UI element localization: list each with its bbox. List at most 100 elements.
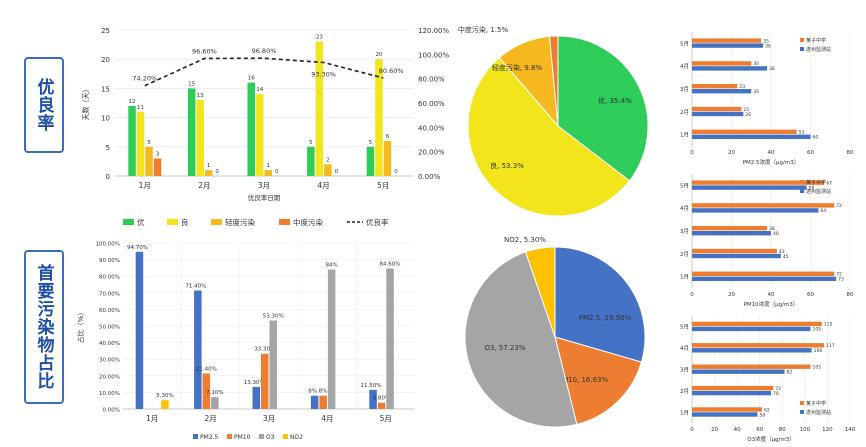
y-tick-label: 30.00% (99, 358, 120, 364)
legend-label: 某子中学 (806, 179, 826, 186)
bar-value-label: 0 (275, 169, 279, 175)
rate-value-label: 96.60% (192, 47, 217, 55)
legend-label: 优 (137, 217, 145, 227)
legend-swatch (800, 47, 804, 51)
rate-value-label: 93.30% (311, 70, 336, 78)
bar-value-label: 72 (775, 386, 781, 392)
bar-value-label: 2 (326, 157, 330, 163)
x-tick-label: 20 (711, 427, 718, 433)
rate-value-label: 96.80% (252, 47, 277, 55)
x-tick-label: 1月 (146, 414, 158, 423)
legend-label: 良 (181, 217, 189, 227)
bar (692, 134, 811, 139)
bar-value-label: 38 (769, 226, 775, 232)
legend-swatch (800, 38, 804, 42)
x-tick-label: 60 (807, 150, 814, 156)
rate-value-label: 74.20% (132, 75, 157, 83)
x-tick-label: 0 (690, 427, 694, 433)
y-tick-label: 15 (101, 85, 110, 93)
y-tick-label: 10.00% (99, 391, 120, 397)
bar (692, 407, 762, 412)
bar (366, 146, 375, 176)
bar (692, 61, 752, 66)
y-tick-label: 80.00% (99, 275, 120, 281)
y-tick-label: 4月 (680, 205, 689, 212)
x-tick-label: 40 (734, 427, 741, 433)
pie-slice-label: NO2, 5.30% (504, 236, 546, 244)
rate-value-label: 80.60% (379, 67, 404, 75)
legend-swatch (123, 219, 134, 225)
bar-value-label: 1 (267, 163, 271, 169)
bar (369, 389, 377, 409)
bar-value-label: 84% (326, 263, 338, 269)
bar-value-label: 64 (820, 208, 826, 214)
bar-value-label: 1 (207, 163, 211, 169)
bar-value-label: 40 (773, 231, 779, 237)
bar (135, 251, 144, 409)
x-tick-label: 0 (690, 292, 694, 298)
legend-swatch (800, 189, 804, 193)
legend-swatch (800, 410, 804, 414)
y2-tick-label: 60.00% (418, 100, 445, 108)
bar (187, 88, 196, 176)
y2-tick-label: 80.00% (418, 76, 445, 84)
bar-value-label: 5 (147, 140, 151, 146)
bar (307, 146, 315, 176)
bar (202, 373, 211, 409)
bar-value-label: 0 (394, 169, 398, 175)
legend-label: O3 (266, 434, 275, 441)
bar-value-label: 105 (813, 365, 822, 371)
bar (319, 395, 327, 409)
y-tick-label: 5月 (680, 182, 689, 189)
bar (194, 290, 202, 409)
y-tick-label: 40.00% (99, 341, 120, 347)
x-tick-label: 4月 (317, 181, 329, 190)
bar-value-label: 5 (369, 140, 373, 146)
y-tick-label: 1月 (680, 274, 689, 281)
legend-label: 遂州监测站 (806, 46, 831, 53)
bar-value-label: 23 (739, 84, 745, 90)
bar-value-label: 25 (743, 107, 749, 113)
x-tick-label: 2月 (204, 414, 216, 423)
y2-tick-label: 100.00% (418, 51, 449, 59)
x-tick-label: 2月 (198, 181, 210, 190)
legend-swatch (259, 434, 264, 439)
bar (692, 89, 752, 94)
bar-value-label: 3 (156, 151, 160, 157)
bar-value-label: 23 (316, 35, 323, 41)
legend-swatch (167, 219, 178, 225)
bar-value-label: 106 (814, 348, 823, 354)
bar (692, 390, 771, 396)
bar-value-label: 8% (308, 389, 317, 395)
y2-tick-label: 20.00% (418, 149, 445, 157)
bar (383, 140, 392, 176)
bar-value-label: 58 (809, 185, 815, 191)
bar (211, 397, 219, 409)
legend-swatch (211, 219, 222, 225)
legend-label: 优良率 (366, 217, 389, 227)
pie-slice-label: 轻度污染, 9.8% (492, 63, 543, 72)
bar (261, 353, 269, 409)
bar-value-label: 16 (248, 76, 255, 82)
legend-label: 中度污染 (293, 217, 323, 227)
x-tick-label: 120 (822, 427, 833, 433)
pie-slice-label: 中度污染, 1.5% (458, 25, 509, 34)
bar-value-label: 5.30% (156, 393, 173, 399)
pie-slice (467, 57, 631, 217)
bar (692, 208, 819, 213)
y-tick-label: 3月 (680, 228, 689, 235)
bar-value-label: 15 (188, 81, 195, 87)
bar (256, 94, 264, 176)
legend-swatch (800, 180, 804, 184)
bar (692, 226, 768, 231)
y-axis-title: 天数（天） (81, 86, 90, 121)
x-axis-title: PM2.5浓度（μg/m3） (743, 158, 800, 166)
bar (327, 269, 336, 409)
y-tick-label: 1月 (680, 132, 689, 139)
legend-label: PM2.5 (200, 434, 219, 441)
legend-label: PM10 (234, 434, 251, 441)
legend-label: 某子中学 (806, 37, 826, 44)
bar (692, 253, 781, 259)
